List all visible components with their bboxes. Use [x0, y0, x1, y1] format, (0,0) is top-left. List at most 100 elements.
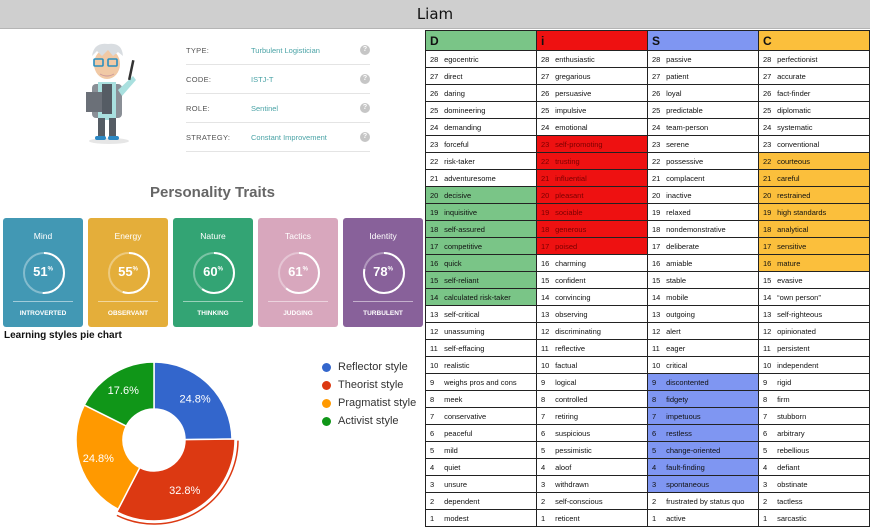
- legend-item[interactable]: Pragmatist style: [322, 394, 416, 412]
- disc-cell: 27 direct: [425, 67, 537, 85]
- disc-cell: 24 demanding: [425, 118, 537, 136]
- disc-cell: 1 active: [647, 509, 759, 527]
- profile-value[interactable]: Turbulent Logistician: [251, 45, 320, 55]
- profile-key: ROLE:: [186, 103, 211, 113]
- disc-cell: 2 tactless: [758, 492, 870, 510]
- table-row: 11 self-effacing 11 reflective 11 eager 11 …: [425, 339, 870, 357]
- disc-cell: 25 impulsive: [536, 101, 648, 119]
- table-row: 18 self-assured 18 generous 18 nondemonstr…: [425, 220, 870, 238]
- disc-cell: 4 quiet: [425, 458, 537, 476]
- disc-cell: 27 accurate: [758, 67, 870, 85]
- pie-slice-activist-style[interactable]: [83, 361, 155, 428]
- trait-cards: Mind 51% INTROVERTED Energy 55% OBSERVANT Natu…: [3, 218, 423, 327]
- disc-cell: 16 mature: [758, 254, 870, 272]
- disc-cell: 14 calculated risk-taker: [425, 288, 537, 306]
- pie-slice-highlight: [116, 440, 239, 525]
- trait-card-label: Identity: [369, 231, 397, 241]
- disc-cell: 11 eager: [647, 339, 759, 357]
- disc-cell: 28 perfectionist: [758, 50, 870, 68]
- legend-dot-icon: [322, 362, 331, 372]
- disc-cell: 28 egocentric: [425, 50, 537, 68]
- legend-dot-icon: [322, 380, 331, 390]
- disc-cell: 12 unassuming: [425, 322, 537, 340]
- disc-cell: 22 possessive: [647, 152, 759, 170]
- help-icon[interactable]: ?: [360, 132, 370, 142]
- disc-cell: 13 self-righteous: [758, 305, 870, 323]
- profile-value[interactable]: ISTJ-T: [251, 74, 274, 84]
- help-icon[interactable]: ?: [360, 45, 370, 55]
- trait-card-tactics[interactable]: Tactics 61% JUDGING: [258, 218, 338, 327]
- trait-card-value: 60%: [203, 264, 223, 279]
- disc-cell: 13 observing: [536, 305, 648, 323]
- trait-ring-icon: [278, 252, 320, 294]
- traits-title: Personality Traits: [149, 184, 276, 201]
- pie-slice-label: 24.8%: [83, 453, 114, 465]
- disc-cell: 13 self-critical: [425, 305, 537, 323]
- disc-cell: 19 inquisitive: [425, 203, 537, 221]
- legend-item[interactable]: Activist style: [322, 412, 416, 430]
- profile-value[interactable]: Sentinel: [251, 103, 279, 113]
- disc-cell: 23 serene: [647, 135, 759, 153]
- pie-slice-pragmatist-style[interactable]: [75, 404, 141, 511]
- table-row: 13 self-critical 13 observing 13 outgoing 1…: [425, 305, 870, 323]
- trait-card-mind[interactable]: Mind 51% INTROVERTED: [3, 218, 83, 327]
- disc-header-i: i: [536, 30, 648, 51]
- profile-row-type: TYPE: Turbulent Logistician ?: [186, 36, 370, 65]
- disc-cell: 26 persuasive: [536, 84, 648, 102]
- help-icon[interactable]: ?: [360, 74, 370, 84]
- table-row: 19 inquisitive 19 sociable 19 relaxed 19 hi…: [425, 203, 870, 221]
- disc-cell: 11 reflective: [536, 339, 648, 357]
- disc-header-c: C: [758, 30, 870, 51]
- pie-chart-title: Learning styles pie chart: [4, 330, 122, 341]
- trait-ring-icon: [23, 252, 65, 294]
- disc-cell: 24 emotional: [536, 118, 648, 136]
- disc-cell: 5 rebellious: [758, 441, 870, 459]
- disc-cell: 26 fact-finder: [758, 84, 870, 102]
- disc-cell: 14 mobile: [647, 288, 759, 306]
- disc-cell: 8 fidgety: [647, 390, 759, 408]
- table-row: 9 weighs pros and cons 9 logical 9 discont…: [425, 373, 870, 391]
- disc-cell: 24 team-person: [647, 118, 759, 136]
- disc-cell: 25 domineering: [425, 101, 537, 119]
- legend-item[interactable]: Reflector style: [322, 358, 416, 376]
- table-row: 21 adventuresome 21 influential 21 complac…: [425, 169, 870, 187]
- disc-cell: 6 arbitrary: [758, 424, 870, 442]
- disc-cell: 10 independent: [758, 356, 870, 374]
- disc-cell: 22 risk-taker: [425, 152, 537, 170]
- table-row: 23 forceful 23 self-promoting 23 serene 23 …: [425, 135, 870, 153]
- disc-cell: 21 adventuresome: [425, 169, 537, 187]
- trait-card-identity[interactable]: Identity 78% TURBULENT: [343, 218, 423, 327]
- table-row: 3 unsure 3 withdrawn 3 spontaneous 3 obstin…: [425, 475, 870, 493]
- disc-cell: 20 restrained: [758, 186, 870, 204]
- table-row: 2 dependent 2 self-conscious 2 frustrated …: [425, 492, 870, 510]
- legend-label: Activist style: [338, 415, 399, 427]
- trait-ring-icon: [193, 252, 235, 294]
- table-row: 26 daring 26 persuasive 26 loyal 26 fact-fi…: [425, 84, 870, 102]
- profile-value[interactable]: Constant Improvement: [251, 132, 327, 142]
- legend-item[interactable]: Theorist style: [322, 376, 416, 394]
- disc-cell: 8 meek: [425, 390, 537, 408]
- disc-cell: 8 firm: [758, 390, 870, 408]
- disc-cell: 21 complacent: [647, 169, 759, 187]
- disc-cell: 20 pleasant: [536, 186, 648, 204]
- disc-cell: 9 rigid: [758, 373, 870, 391]
- disc-cell: 18 generous: [536, 220, 648, 238]
- trait-card-nature[interactable]: Nature 60% THINKING: [173, 218, 253, 327]
- profile-key: CODE:: [186, 74, 212, 84]
- trait-card-label: Tactics: [285, 231, 311, 241]
- pie-slice-theorist-style[interactable]: [115, 438, 236, 522]
- disc-cell: 28 enthusiastic: [536, 50, 648, 68]
- disc-cell: 2 dependent: [425, 492, 537, 510]
- window-title: Liam: [0, 0, 870, 29]
- pie-slice-reflector-style[interactable]: [153, 361, 233, 441]
- help-icon[interactable]: ?: [360, 103, 370, 113]
- trait-card-energy[interactable]: Energy 55% OBSERVANT: [88, 218, 168, 327]
- disc-cell: 17 poised: [536, 237, 648, 255]
- table-row: 17 competitive 17 poised 17 deliberate 17 s…: [425, 237, 870, 255]
- disc-cell: 2 frustrated by status quo: [647, 492, 759, 510]
- trait-ring-icon: [363, 252, 405, 294]
- disc-cell: 10 realistic: [425, 356, 537, 374]
- profile-row-code: CODE: ISTJ-T ?: [186, 65, 370, 94]
- disc-cell: 19 sociable: [536, 203, 648, 221]
